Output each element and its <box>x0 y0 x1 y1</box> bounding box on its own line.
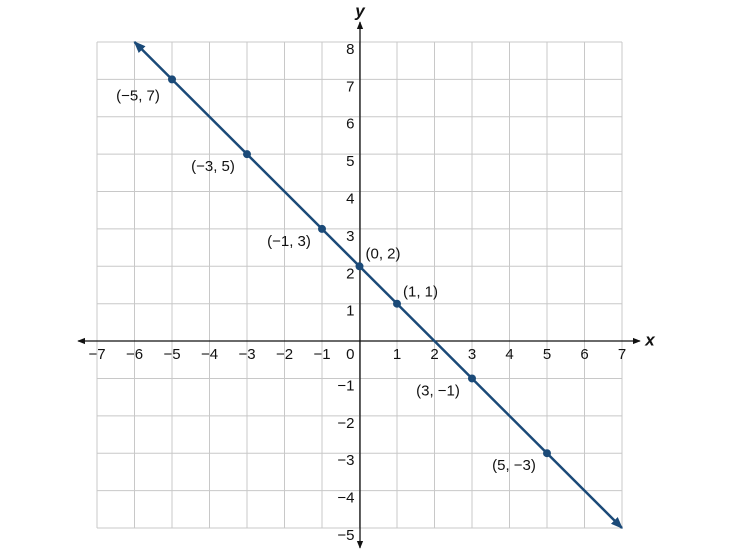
y-axis-title: y <box>354 1 366 20</box>
y-tick-label: 3 <box>346 228 354 245</box>
x-tick-label: 6 <box>580 346 588 363</box>
x-axis-title: x <box>644 330 656 349</box>
y-tick-label: −1 <box>337 377 354 394</box>
x-tick-label: 5 <box>543 346 551 363</box>
point-label: (−5, 7) <box>116 87 160 104</box>
point-label: (−1, 3) <box>267 233 311 250</box>
point-label: (3, −1) <box>416 382 460 399</box>
x-tick-label: −3 <box>238 346 255 363</box>
point <box>393 299 401 308</box>
x-tick-label: −5 <box>163 346 180 363</box>
point-label: (0, 2) <box>366 245 401 262</box>
y-tick-label: 2 <box>346 265 354 282</box>
y-tick-label: −4 <box>337 490 354 507</box>
x-tick-label: −4 <box>201 346 218 363</box>
y-tick-label: 1 <box>346 303 354 320</box>
point <box>468 374 476 383</box>
x-tick-label: −6 <box>126 346 143 363</box>
x-tick-label: 3 <box>468 346 476 363</box>
point-label: (5, −3) <box>492 457 536 474</box>
y-tick-label: −3 <box>337 452 354 469</box>
point <box>543 449 551 458</box>
x-tick-label: −2 <box>276 346 293 363</box>
point <box>168 75 176 84</box>
y-tick-label: 7 <box>346 78 354 95</box>
plot: −7 −6 −5 −4 −3 −2 −1 0 1 2 3 4 5 6 7 −5 −4 −3 −2 −1 1 2 3 4 5 6 7 8… <box>88 41 626 544</box>
x-tick-label: 2 <box>430 346 438 363</box>
x-tick-label: 4 <box>505 346 513 363</box>
point <box>318 224 326 233</box>
point-label: (1, 1) <box>403 284 438 301</box>
y-tick-label: 8 <box>346 41 354 58</box>
y-tick-label: 6 <box>346 116 354 133</box>
point-label: (−3, 5) <box>191 158 235 175</box>
x-tick-label: 7 <box>618 346 626 363</box>
y-tick-label: −2 <box>337 415 354 432</box>
y-tick-label: 4 <box>346 191 354 208</box>
line <box>133 41 623 529</box>
x-tick-label: 0 <box>346 346 354 363</box>
x-tick-label: −7 <box>88 346 105 363</box>
point <box>243 150 251 159</box>
x-tick-label: 1 <box>393 346 401 363</box>
y-tick-label: 5 <box>346 153 354 170</box>
y-tick-label: −5 <box>337 527 354 544</box>
x-tick-label: −1 <box>313 346 330 363</box>
point <box>355 262 364 271</box>
